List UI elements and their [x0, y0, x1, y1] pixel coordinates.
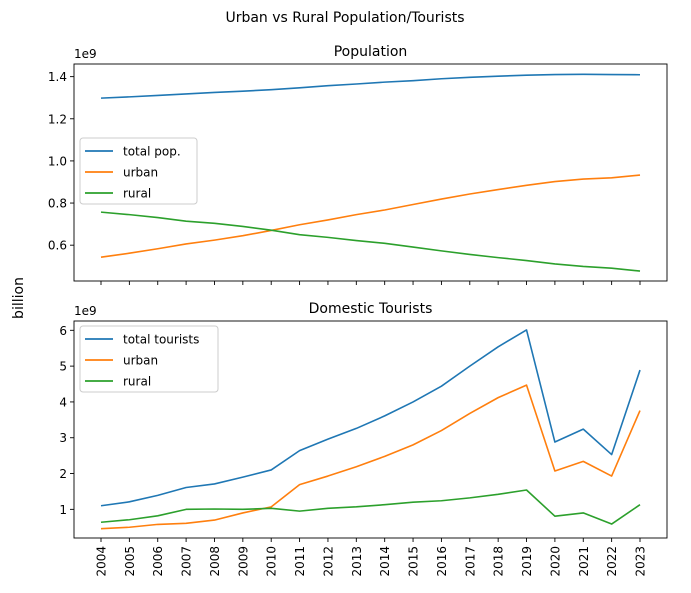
y-tick-label: 1.4 — [48, 70, 67, 84]
x-tick-label: 2009 — [236, 546, 250, 577]
y-offset-label: 1e9 — [74, 304, 97, 318]
shared-y-axis-label: billion — [11, 277, 27, 319]
x-tick-label: 2021 — [577, 546, 591, 577]
series-line-rural — [100, 489, 641, 525]
chart-title: Population — [334, 44, 408, 60]
y-tick-label: 1 — [59, 503, 67, 517]
x-tick-label: 2018 — [492, 546, 506, 577]
legend-label: rural — [123, 187, 151, 201]
y-tick-label: 0.6 — [48, 239, 67, 253]
x-tick-label: 2007 — [180, 546, 194, 577]
y-tick-label: 0.8 — [48, 197, 67, 211]
y-tick-label: 1.0 — [48, 154, 67, 168]
series-line-urban — [100, 384, 641, 530]
charts-group: Population 1e9 0.6 0.8 1.0 1.2 1.4 total pop. ur… — [48, 44, 668, 577]
x-tick-label: 2013 — [350, 546, 364, 577]
x-tick-label: 2006 — [151, 546, 165, 577]
series-line-urban — [100, 174, 641, 258]
series-line-total-tourists — [100, 329, 641, 507]
x-tick-label: 2020 — [548, 546, 562, 577]
x-tick-label: 2023 — [634, 546, 648, 577]
legend-label: urban — [123, 354, 158, 368]
series-line-rural — [100, 211, 641, 272]
axes-frame — [73, 63, 668, 282]
y-tick-label: 1.2 — [48, 112, 67, 126]
legend: total pop. urban rural — [79, 137, 198, 205]
x-tick-label: 2011 — [293, 546, 307, 577]
x-tick-label: 2019 — [520, 546, 534, 577]
legend-box — [79, 325, 219, 393]
x-tick-label: 2004 — [95, 546, 109, 577]
y-tick-label: 2 — [59, 467, 67, 481]
legend-label: total tourists — [123, 333, 199, 347]
y-tick-label: 5 — [59, 360, 67, 374]
x-tick-label: 2010 — [265, 546, 279, 577]
y-tick-label: 6 — [59, 324, 67, 338]
y-tick-label: 4 — [59, 395, 67, 409]
legend-label: total pop. — [123, 145, 181, 159]
legend-label: urban — [123, 166, 158, 180]
chart-panel-1: Population 1e9 0.6 0.8 1.0 1.2 1.4 total pop. ur… — [48, 44, 668, 285]
chart-title: Domestic Tourists — [309, 301, 433, 317]
series-line-total-pop- — [100, 73, 641, 99]
legend: total tourists urban rural — [79, 325, 219, 393]
x-tick-label: 2016 — [435, 546, 449, 577]
legend-label: rural — [123, 375, 151, 389]
axes-frame — [73, 320, 668, 539]
x-tick-label: 2008 — [208, 546, 222, 577]
figure-suptitle: Urban vs Rural Population/Tourists — [225, 10, 464, 26]
x-tick-label: 2005 — [123, 546, 137, 577]
x-tick-label: 2012 — [321, 546, 335, 577]
x-tick-label: 2015 — [407, 546, 421, 577]
legend-box — [79, 137, 198, 205]
chart-panel-2: Domestic Tourists 1e9 1 2 3 4 5 6 2004 2005 2006 20… — [59, 301, 668, 577]
x-tick-label: 2014 — [378, 546, 392, 577]
y-tick-label: 3 — [59, 431, 67, 445]
x-tick-label: 2017 — [463, 546, 477, 577]
x-tick-label: 2022 — [605, 546, 619, 577]
y-offset-label: 1e9 — [74, 47, 97, 61]
